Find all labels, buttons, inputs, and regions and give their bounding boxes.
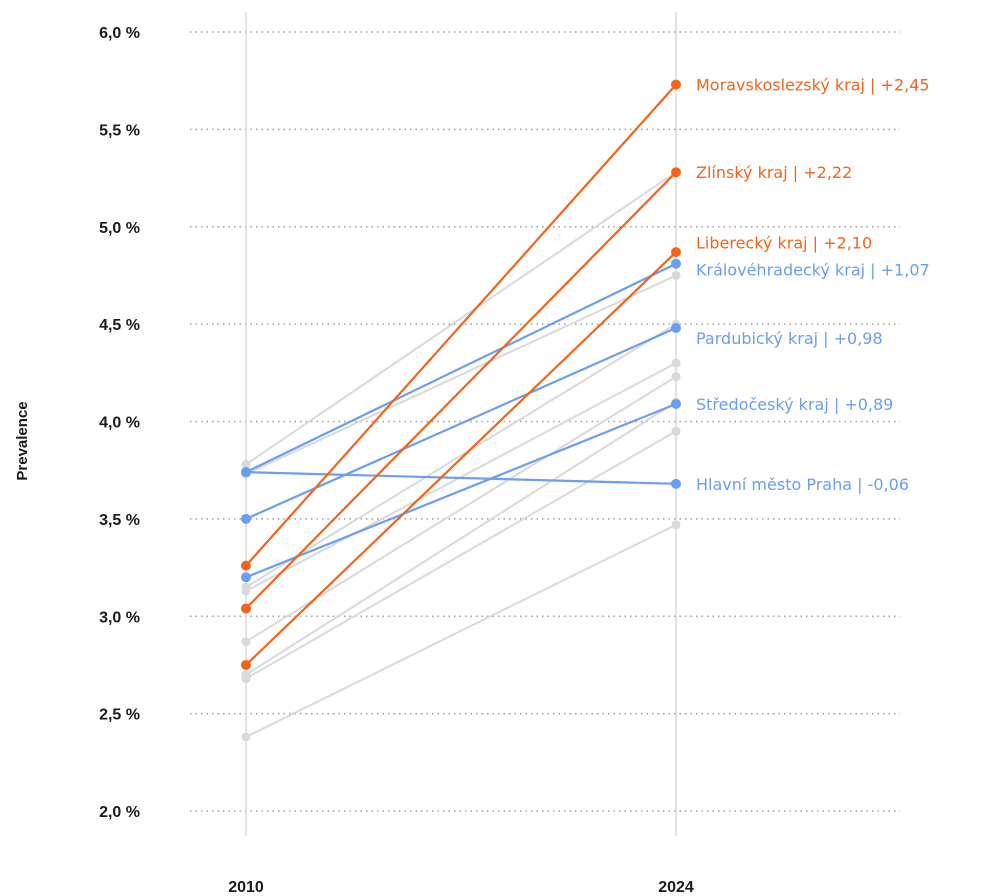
data-point [671, 247, 681, 258]
x-tick-label: 2010 [228, 879, 264, 896]
data-point [241, 732, 251, 742]
data-point [241, 513, 251, 524]
data-point [241, 659, 251, 670]
y-tick-label: 5,5 % [99, 122, 140, 139]
series-line [245, 401, 677, 676]
data-point [241, 467, 251, 478]
y-tick-label: 2,0 % [99, 804, 140, 821]
series-label-moravskoslezsky-kraj: Moravskoslezský kraj | +2,45 [696, 76, 930, 95]
data-point [671, 398, 681, 409]
highlighted-series [241, 79, 681, 670]
axis-lines [245, 12, 677, 836]
data-point [671, 426, 681, 436]
series-label-kralovehradecky-kraj: Královéhradecký kraj | +1,07 [696, 261, 930, 280]
series-line [244, 250, 678, 667]
data-point [671, 358, 681, 368]
series-line [244, 402, 678, 579]
series-series-8 [241, 520, 681, 742]
data-point [241, 586, 251, 596]
data-point [241, 603, 251, 614]
series-labels: Moravskoslezský kraj | +2,45 Zlínský kraj… [696, 76, 930, 494]
series-label-hlavni-mesto-praha: Hlavní město Praha | -0,06 [696, 475, 909, 494]
series-line [245, 171, 677, 466]
x-tick-labels: 2010 2024 [228, 879, 694, 896]
other-series [241, 167, 681, 742]
data-point [241, 459, 251, 469]
series-moravskoslezsky-kraj [241, 79, 681, 571]
data-point [671, 520, 681, 530]
data-point [241, 637, 251, 647]
series-series-3 [241, 319, 681, 592]
data-point [671, 270, 681, 280]
series-kralovehradecky-kraj [241, 258, 681, 478]
series-line [244, 262, 678, 474]
series-line [244, 83, 678, 567]
series-line [245, 274, 677, 476]
data-point [671, 79, 681, 90]
data-point [671, 167, 681, 178]
data-point [241, 674, 251, 684]
series-hlavni-mesto-praha [241, 467, 681, 489]
y-axis-title: Prevalence [14, 401, 31, 480]
series-series-7 [241, 426, 681, 684]
data-point [241, 560, 251, 571]
series-stredocesky-kraj [241, 398, 681, 583]
grid-lines [190, 31, 900, 812]
series-label-zlinsky-kraj: Zlínský kraj | +2,22 [696, 163, 852, 182]
y-tick-label: 3,5 % [99, 512, 140, 529]
data-point [671, 478, 681, 489]
data-point [671, 258, 681, 269]
data-point [671, 323, 681, 334]
series-label-stredocesky-kraj: Středočeský kraj | +0,89 [696, 395, 893, 414]
series-series-6 [241, 397, 681, 680]
y-tick-label: 3,0 % [99, 609, 140, 626]
y-tick-label: 4,0 % [99, 415, 140, 432]
series-label-pardubicky-kraj: Pardubický kraj | +0,98 [696, 329, 883, 348]
series-line [244, 471, 678, 485]
x-tick-label: 2024 [658, 879, 694, 896]
series-line [245, 323, 677, 589]
y-tick-label: 2,5 % [99, 707, 140, 724]
y-tick-label: 4,5 % [99, 317, 140, 334]
data-point [241, 572, 251, 583]
series-zlinsky-kraj [241, 167, 681, 614]
y-tick-labels: 2,0 % 2,5 % 3,0 % 3,5 % 4,0 % 4,5 % 5,0 % 5,5 %… [99, 25, 140, 821]
series-line [244, 171, 678, 610]
series-line [245, 430, 677, 680]
series-line [245, 523, 677, 738]
data-point [671, 372, 681, 382]
series-liberecky-kraj [241, 247, 681, 670]
y-tick-label: 5,0 % [99, 220, 140, 237]
y-tick-label: 6,0 % [99, 25, 140, 42]
series-series-2 [241, 270, 681, 479]
series-label-liberecky-kraj: Liberecký kraj | +2,10 [696, 233, 872, 252]
